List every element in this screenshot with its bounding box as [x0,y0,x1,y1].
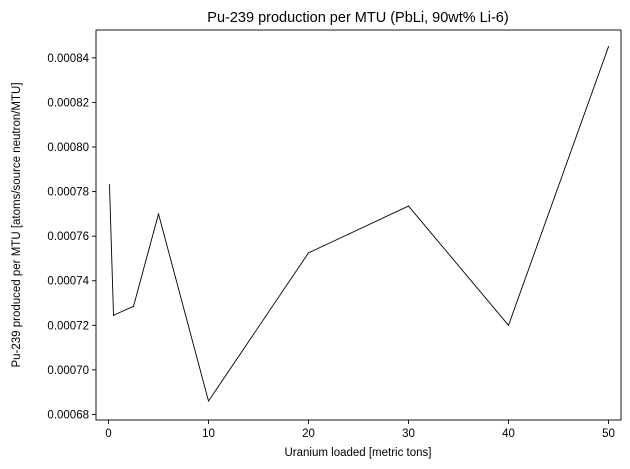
y-tick-label: 0.00076 [47,231,89,243]
x-tick-label: 40 [502,428,515,440]
x-tick-label: 30 [402,428,415,440]
y-axis-label: Pu-239 produced per MTU [atoms/source ne… [11,82,23,367]
y-tick-label: 0.00068 [47,409,89,421]
data-point [157,213,160,215]
data-point [607,46,610,48]
data-point [132,305,135,307]
y-axis: 0.00068 0.00070 0.00072 0.00074 0.00076 0.000… [47,53,96,421]
chart-title: Pu-239 production per MTU (PbLi, 90wt% L… [207,10,508,26]
x-tick-label: 20 [302,428,315,440]
x-axis-label: Uranium loaded [metric tons] [284,447,431,459]
x-axis: 0 10 20 30 40 50 [105,420,615,440]
data-point [407,205,410,207]
data-point [112,314,115,316]
series-group [108,46,610,402]
data-point [307,252,310,254]
y-tick-label: 0.00078 [47,187,89,199]
y-tick-label: 0.00072 [47,320,89,332]
y-tick-label: 0.00082 [47,97,89,109]
plot-area [95,29,622,421]
data-point [507,324,510,326]
y-tick-label: 0.00074 [47,276,89,288]
y-tick-label: 0.00080 [47,142,89,154]
data-point [108,184,111,186]
y-tick-label: 0.00070 [47,365,89,377]
x-tick-label: 0 [105,428,111,440]
plot-frame [95,29,622,421]
data-point [207,400,210,402]
x-tick-label: 10 [202,428,215,440]
x-tick-label: 50 [602,428,615,440]
y-tick-label: 0.00084 [47,53,89,65]
